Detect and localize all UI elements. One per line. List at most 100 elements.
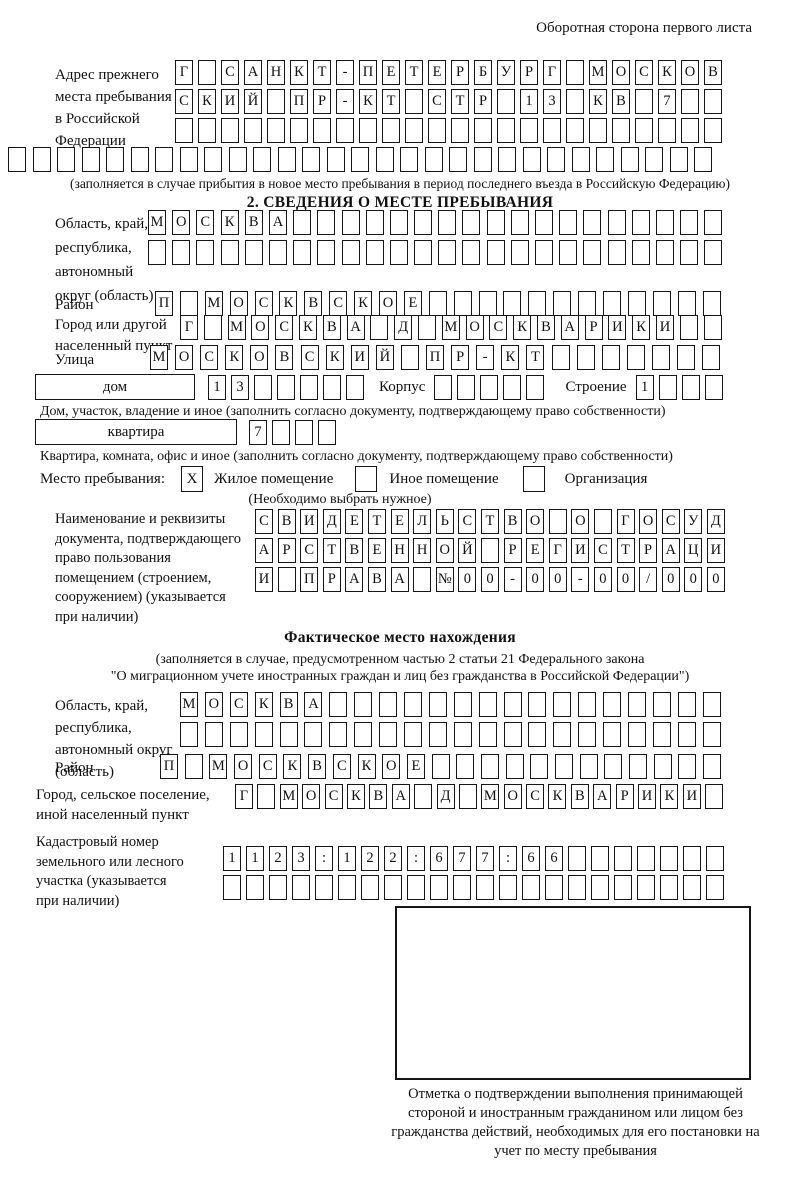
char-box[interactable]: О: [172, 210, 191, 235]
char-box[interactable]: [400, 345, 419, 370]
char-box[interactable]: [576, 345, 595, 370]
checkbox-organizatsiya[interactable]: [522, 466, 545, 492]
char-box[interactable]: №: [435, 567, 454, 592]
char-box[interactable]: [706, 846, 724, 871]
char-box[interactable]: [341, 210, 360, 235]
char-box[interactable]: [223, 875, 241, 900]
char-box[interactable]: [510, 210, 529, 235]
char-box[interactable]: Н: [267, 60, 285, 85]
char-box[interactable]: [703, 315, 722, 340]
char-box[interactable]: [678, 754, 697, 779]
char-box[interactable]: Н: [390, 538, 409, 563]
char-box[interactable]: В: [275, 345, 294, 370]
char-box[interactable]: Е: [428, 60, 446, 85]
checkbox-inoe[interactable]: [355, 466, 378, 492]
char-box[interactable]: Д: [322, 509, 341, 534]
char-box[interactable]: Р: [322, 567, 341, 592]
char-box[interactable]: К: [359, 89, 377, 114]
char-box[interactable]: С: [200, 345, 219, 370]
char-box[interactable]: [148, 240, 166, 265]
char-box[interactable]: К: [501, 345, 520, 370]
char-box[interactable]: [424, 147, 443, 172]
char-box[interactable]: [503, 692, 522, 717]
char-box[interactable]: С: [300, 345, 319, 370]
char-box[interactable]: [497, 89, 515, 114]
char-box[interactable]: [548, 509, 567, 534]
char-box[interactable]: П: [300, 567, 319, 592]
char-box[interactable]: [370, 315, 389, 340]
char-box[interactable]: [267, 89, 285, 114]
char-box[interactable]: [526, 374, 545, 400]
char-box[interactable]: О: [379, 291, 398, 316]
char-box[interactable]: -: [571, 567, 590, 592]
char-box[interactable]: [279, 722, 298, 747]
char-box[interactable]: [478, 692, 497, 717]
char-box[interactable]: Е: [390, 509, 409, 534]
char-box[interactable]: С: [593, 538, 612, 563]
char-box[interactable]: /: [639, 567, 658, 592]
char-box[interactable]: [566, 60, 584, 85]
char-box[interactable]: [323, 374, 341, 400]
char-box[interactable]: [603, 722, 622, 747]
char-box[interactable]: [204, 147, 222, 172]
char-box[interactable]: О: [251, 315, 270, 340]
char-box[interactable]: Г: [180, 315, 198, 340]
char-box[interactable]: [292, 875, 310, 900]
char-box[interactable]: 1: [520, 89, 538, 114]
char-box[interactable]: [384, 875, 402, 900]
char-box[interactable]: [220, 240, 239, 265]
char-box[interactable]: 1: [223, 846, 241, 871]
char-box[interactable]: [196, 240, 215, 265]
char-box[interactable]: [704, 210, 723, 235]
char-box[interactable]: М: [209, 754, 228, 779]
char-box[interactable]: [571, 147, 590, 172]
char-box[interactable]: [568, 875, 586, 900]
char-box[interactable]: О: [571, 509, 590, 534]
char-box[interactable]: Г: [543, 60, 561, 85]
char-box[interactable]: [244, 240, 263, 265]
char-box[interactable]: [254, 374, 272, 400]
char-box[interactable]: [414, 210, 433, 235]
char-box[interactable]: И: [255, 567, 273, 592]
char-box[interactable]: П: [290, 89, 308, 114]
char-box[interactable]: [607, 240, 626, 265]
char-box[interactable]: [677, 692, 696, 717]
char-box[interactable]: [354, 722, 373, 747]
char-box[interactable]: Д: [394, 315, 413, 340]
char-box[interactable]: М: [481, 784, 500, 809]
char-box[interactable]: 0: [458, 567, 477, 592]
char-box[interactable]: [405, 118, 423, 143]
char-box[interactable]: [522, 875, 540, 900]
char-box[interactable]: У: [497, 60, 515, 85]
char-box[interactable]: [414, 240, 433, 265]
char-box[interactable]: Т: [382, 89, 400, 114]
char-box[interactable]: В: [308, 754, 327, 779]
char-box[interactable]: [660, 846, 678, 871]
char-box[interactable]: К: [290, 60, 308, 85]
char-box[interactable]: [612, 118, 630, 143]
char-box[interactable]: [203, 315, 222, 340]
char-box[interactable]: Б: [474, 60, 492, 85]
char-box[interactable]: [589, 118, 607, 143]
char-box[interactable]: М: [227, 315, 246, 340]
char-box[interactable]: [635, 89, 653, 114]
char-box[interactable]: [655, 210, 674, 235]
char-box[interactable]: [476, 875, 494, 900]
char-box[interactable]: [453, 291, 472, 316]
char-box[interactable]: И: [682, 784, 701, 809]
char-box[interactable]: 7: [453, 846, 471, 871]
char-box[interactable]: [57, 147, 75, 172]
char-box[interactable]: Р: [615, 784, 634, 809]
char-box[interactable]: К: [254, 692, 273, 717]
char-box[interactable]: О: [681, 60, 699, 85]
char-box[interactable]: [478, 291, 497, 316]
char-box[interactable]: Г: [548, 538, 567, 563]
char-box[interactable]: [503, 291, 522, 316]
char-box[interactable]: [400, 147, 418, 172]
char-box[interactable]: [434, 374, 453, 400]
char-box[interactable]: О: [250, 345, 269, 370]
char-box[interactable]: А: [244, 60, 262, 85]
char-box[interactable]: 7: [249, 419, 267, 445]
char-box[interactable]: [547, 147, 565, 172]
char-box[interactable]: 3: [292, 846, 310, 871]
